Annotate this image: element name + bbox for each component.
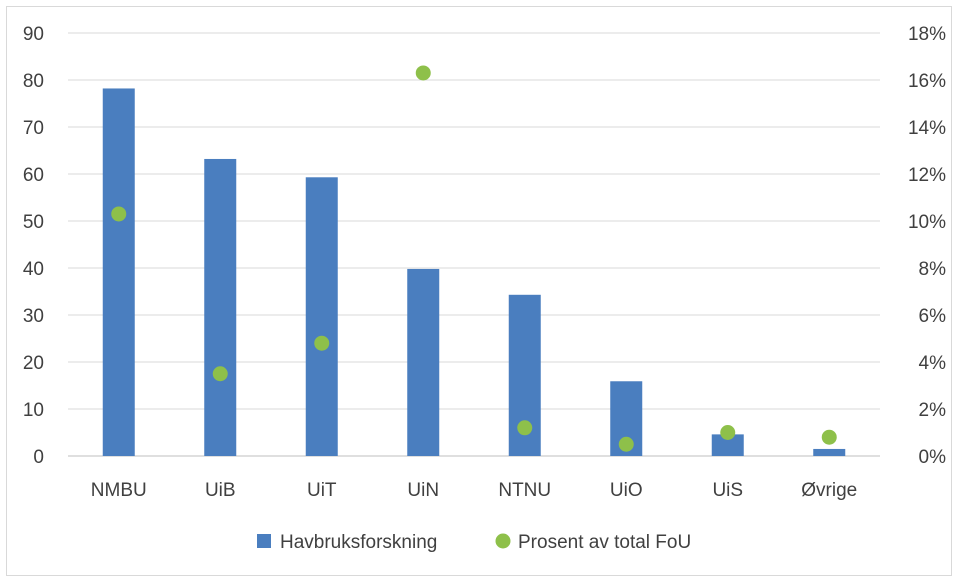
- right-axis-tick-label: 0%: [919, 447, 947, 468]
- legend-bar-swatch: [257, 534, 271, 548]
- left-axis-tick-label: 0: [33, 447, 44, 468]
- legend: Havbruksforskning Prosent av total FoU: [257, 532, 691, 553]
- category-label: UiN: [407, 480, 439, 501]
- right-axis-tick-label: 4%: [919, 353, 947, 374]
- legend-label: Havbruksforskning: [280, 532, 437, 553]
- scatter-point: [618, 436, 634, 452]
- left-axis-tick-label: 70: [23, 118, 44, 139]
- bar: [305, 177, 338, 457]
- category-label: UiO: [610, 480, 643, 501]
- right-axis-tick-label: 18%: [908, 24, 946, 45]
- right-axis-tick-label: 16%: [908, 71, 946, 92]
- bar: [204, 158, 237, 456]
- right-axis-tick-label: 2%: [919, 400, 947, 421]
- right-axis-tick-label: 14%: [908, 118, 946, 139]
- scatter-series: [111, 65, 837, 452]
- bar: [813, 448, 846, 456]
- legend-label: Prosent av total FoU: [518, 532, 691, 553]
- left-axis-tick-label: 90: [23, 24, 44, 45]
- bar: [102, 88, 135, 457]
- category-label: UiS: [712, 480, 743, 501]
- left-axis-tick-label: 10: [23, 400, 44, 421]
- left-axis-tick-label: 50: [23, 212, 44, 233]
- chart-frame: [6, 6, 952, 576]
- left-axis-tick-label: 60: [23, 165, 44, 186]
- bar-series: [102, 88, 846, 457]
- scatter-point: [821, 429, 837, 445]
- category-label: NMBU: [91, 480, 147, 501]
- left-axis-tick-label: 20: [23, 353, 44, 374]
- category-labels: NMBU UiB UiT UiN NTNU UiO UiS Øvrige: [91, 480, 857, 501]
- category-label: UiT: [307, 480, 337, 501]
- right-axis-tick-label: 8%: [919, 259, 947, 280]
- bar: [711, 434, 744, 456]
- category-label: UiB: [205, 480, 236, 501]
- right-axis-tick-label: 12%: [908, 165, 946, 186]
- scatter-point: [415, 65, 431, 81]
- category-label: NTNU: [498, 480, 551, 501]
- right-axis-tick-label: 6%: [919, 306, 947, 327]
- scatter-point: [111, 206, 127, 222]
- right-axis-ticks: 0% 2% 4% 6% 8% 10% 12% 14% 16% 18%: [908, 24, 946, 468]
- scatter-point: [314, 335, 330, 351]
- category-label: Øvrige: [801, 480, 857, 501]
- legend-dot-swatch: [495, 533, 511, 549]
- scatter-point: [212, 366, 228, 382]
- right-axis-tick-label: 10%: [908, 212, 946, 233]
- left-axis-tick-label: 30: [23, 306, 44, 327]
- left-axis-tick-label: 40: [23, 259, 44, 280]
- scatter-point: [720, 425, 736, 440]
- bar: [407, 268, 440, 456]
- gridlines: [68, 32, 880, 457]
- scatter-point: [517, 420, 533, 436]
- left-axis-ticks: 0 10 20 30 40 50 60 70 80 90: [23, 24, 44, 468]
- left-axis-tick-label: 80: [23, 71, 44, 92]
